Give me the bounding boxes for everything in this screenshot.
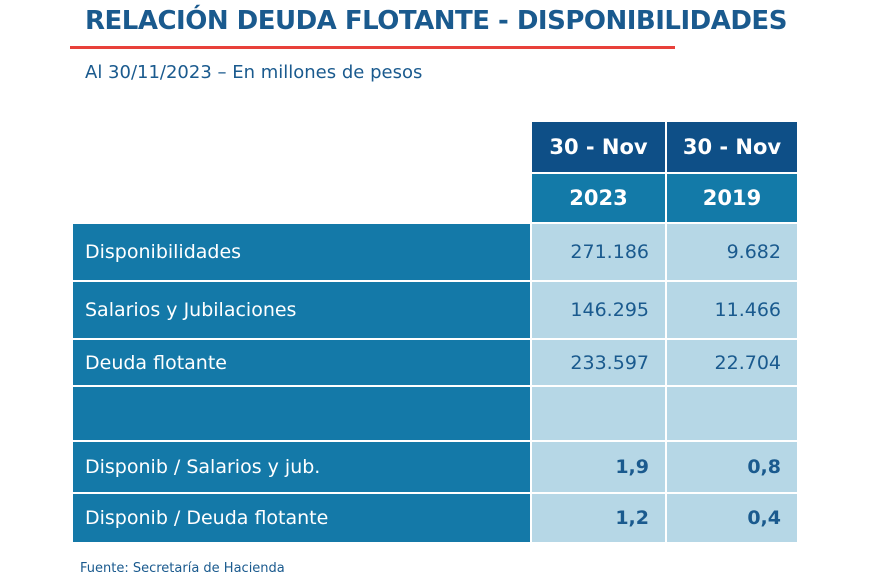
row-label: Salarios y Jubilaciones — [73, 282, 530, 338]
cell-value-2023: 1,2 — [532, 494, 665, 542]
row-label: Disponib / Deuda flotante — [73, 494, 530, 542]
row-label: Disponibilidades — [73, 224, 530, 280]
page-title: RELACIÓN DEUDA FLOTANTE - DISPONIBILIDAD… — [85, 6, 787, 36]
column-header-2023-year: 2023 — [532, 174, 665, 222]
column-header-2019-year: 2019 — [667, 174, 797, 222]
cell-value-2023: 271.186 — [532, 224, 665, 280]
cell-value-2019: 0,4 — [667, 494, 797, 542]
cell-value-2023: 146.295 — [532, 282, 665, 338]
title-underline — [70, 46, 675, 49]
subtitle: Al 30/11/2023 – En millones de pesos — [85, 62, 423, 83]
column-header-2023-date: 30 - Nov — [532, 122, 665, 172]
cell-value-2023 — [532, 387, 665, 440]
cell-value-2019: 11.466 — [667, 282, 797, 338]
cell-value-2019: 9.682 — [667, 224, 797, 280]
cell-value-2019: 0,8 — [667, 442, 797, 492]
cell-value-2019 — [667, 387, 797, 440]
cell-value-2023: 1,9 — [532, 442, 665, 492]
cell-value-2019: 22.704 — [667, 340, 797, 385]
column-header-2019-date: 30 - Nov — [667, 122, 797, 172]
row-label: Disponib / Salarios y jub. — [73, 442, 530, 492]
row-label — [73, 387, 530, 440]
cell-value-2023: 233.597 — [532, 340, 665, 385]
source-note: Fuente: Secretaría de Hacienda — [80, 561, 285, 576]
row-label: Deuda flotante — [73, 340, 530, 385]
